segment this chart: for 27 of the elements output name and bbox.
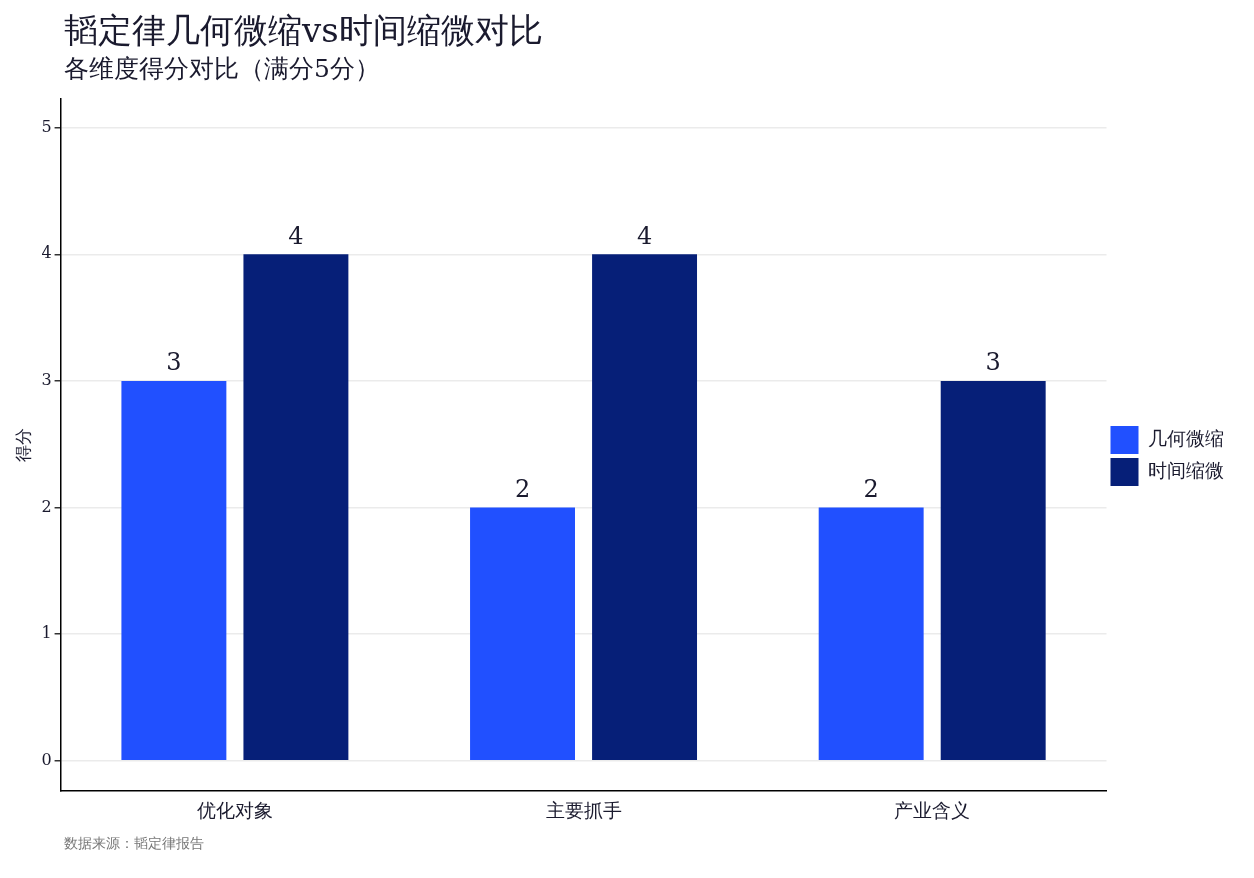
bar [592,254,698,761]
data-label: 2 [863,474,879,503]
data-label: 3 [166,348,182,377]
bar [940,380,1046,761]
y-tick-label: 3 [41,370,52,390]
y-tick-label: 4 [41,243,52,263]
data-label: 3 [985,348,1001,377]
x-tick-label: 产业含义 [894,798,971,821]
data-label: 2 [514,474,531,503]
x-tick-label: 优化对象 [196,798,273,821]
source-note: 数据来源：韬定律报告 [64,835,204,853]
x-tick-label: 主要抓手 [545,798,622,821]
bar [470,507,575,761]
bar [121,380,227,761]
bar [818,507,924,761]
chart-subtitle: 各维度得分对比（满分5分） [64,53,380,85]
data-label: 4 [636,221,653,250]
y-tick-label: 5 [41,116,52,136]
data-label: 4 [288,221,304,250]
y-axis-title: 得分 [12,427,33,462]
y-tick-label: 1 [41,623,52,643]
chart-title: 韬定律几何微缩vs时间缩微对比 [64,9,543,52]
y-tick-label: 0 [41,749,52,769]
legend-label: 几何微缩 [1148,426,1224,449]
bar [243,254,349,761]
y-tick-label: 2 [41,496,52,516]
legend-label: 时间缩微 [1148,458,1224,481]
